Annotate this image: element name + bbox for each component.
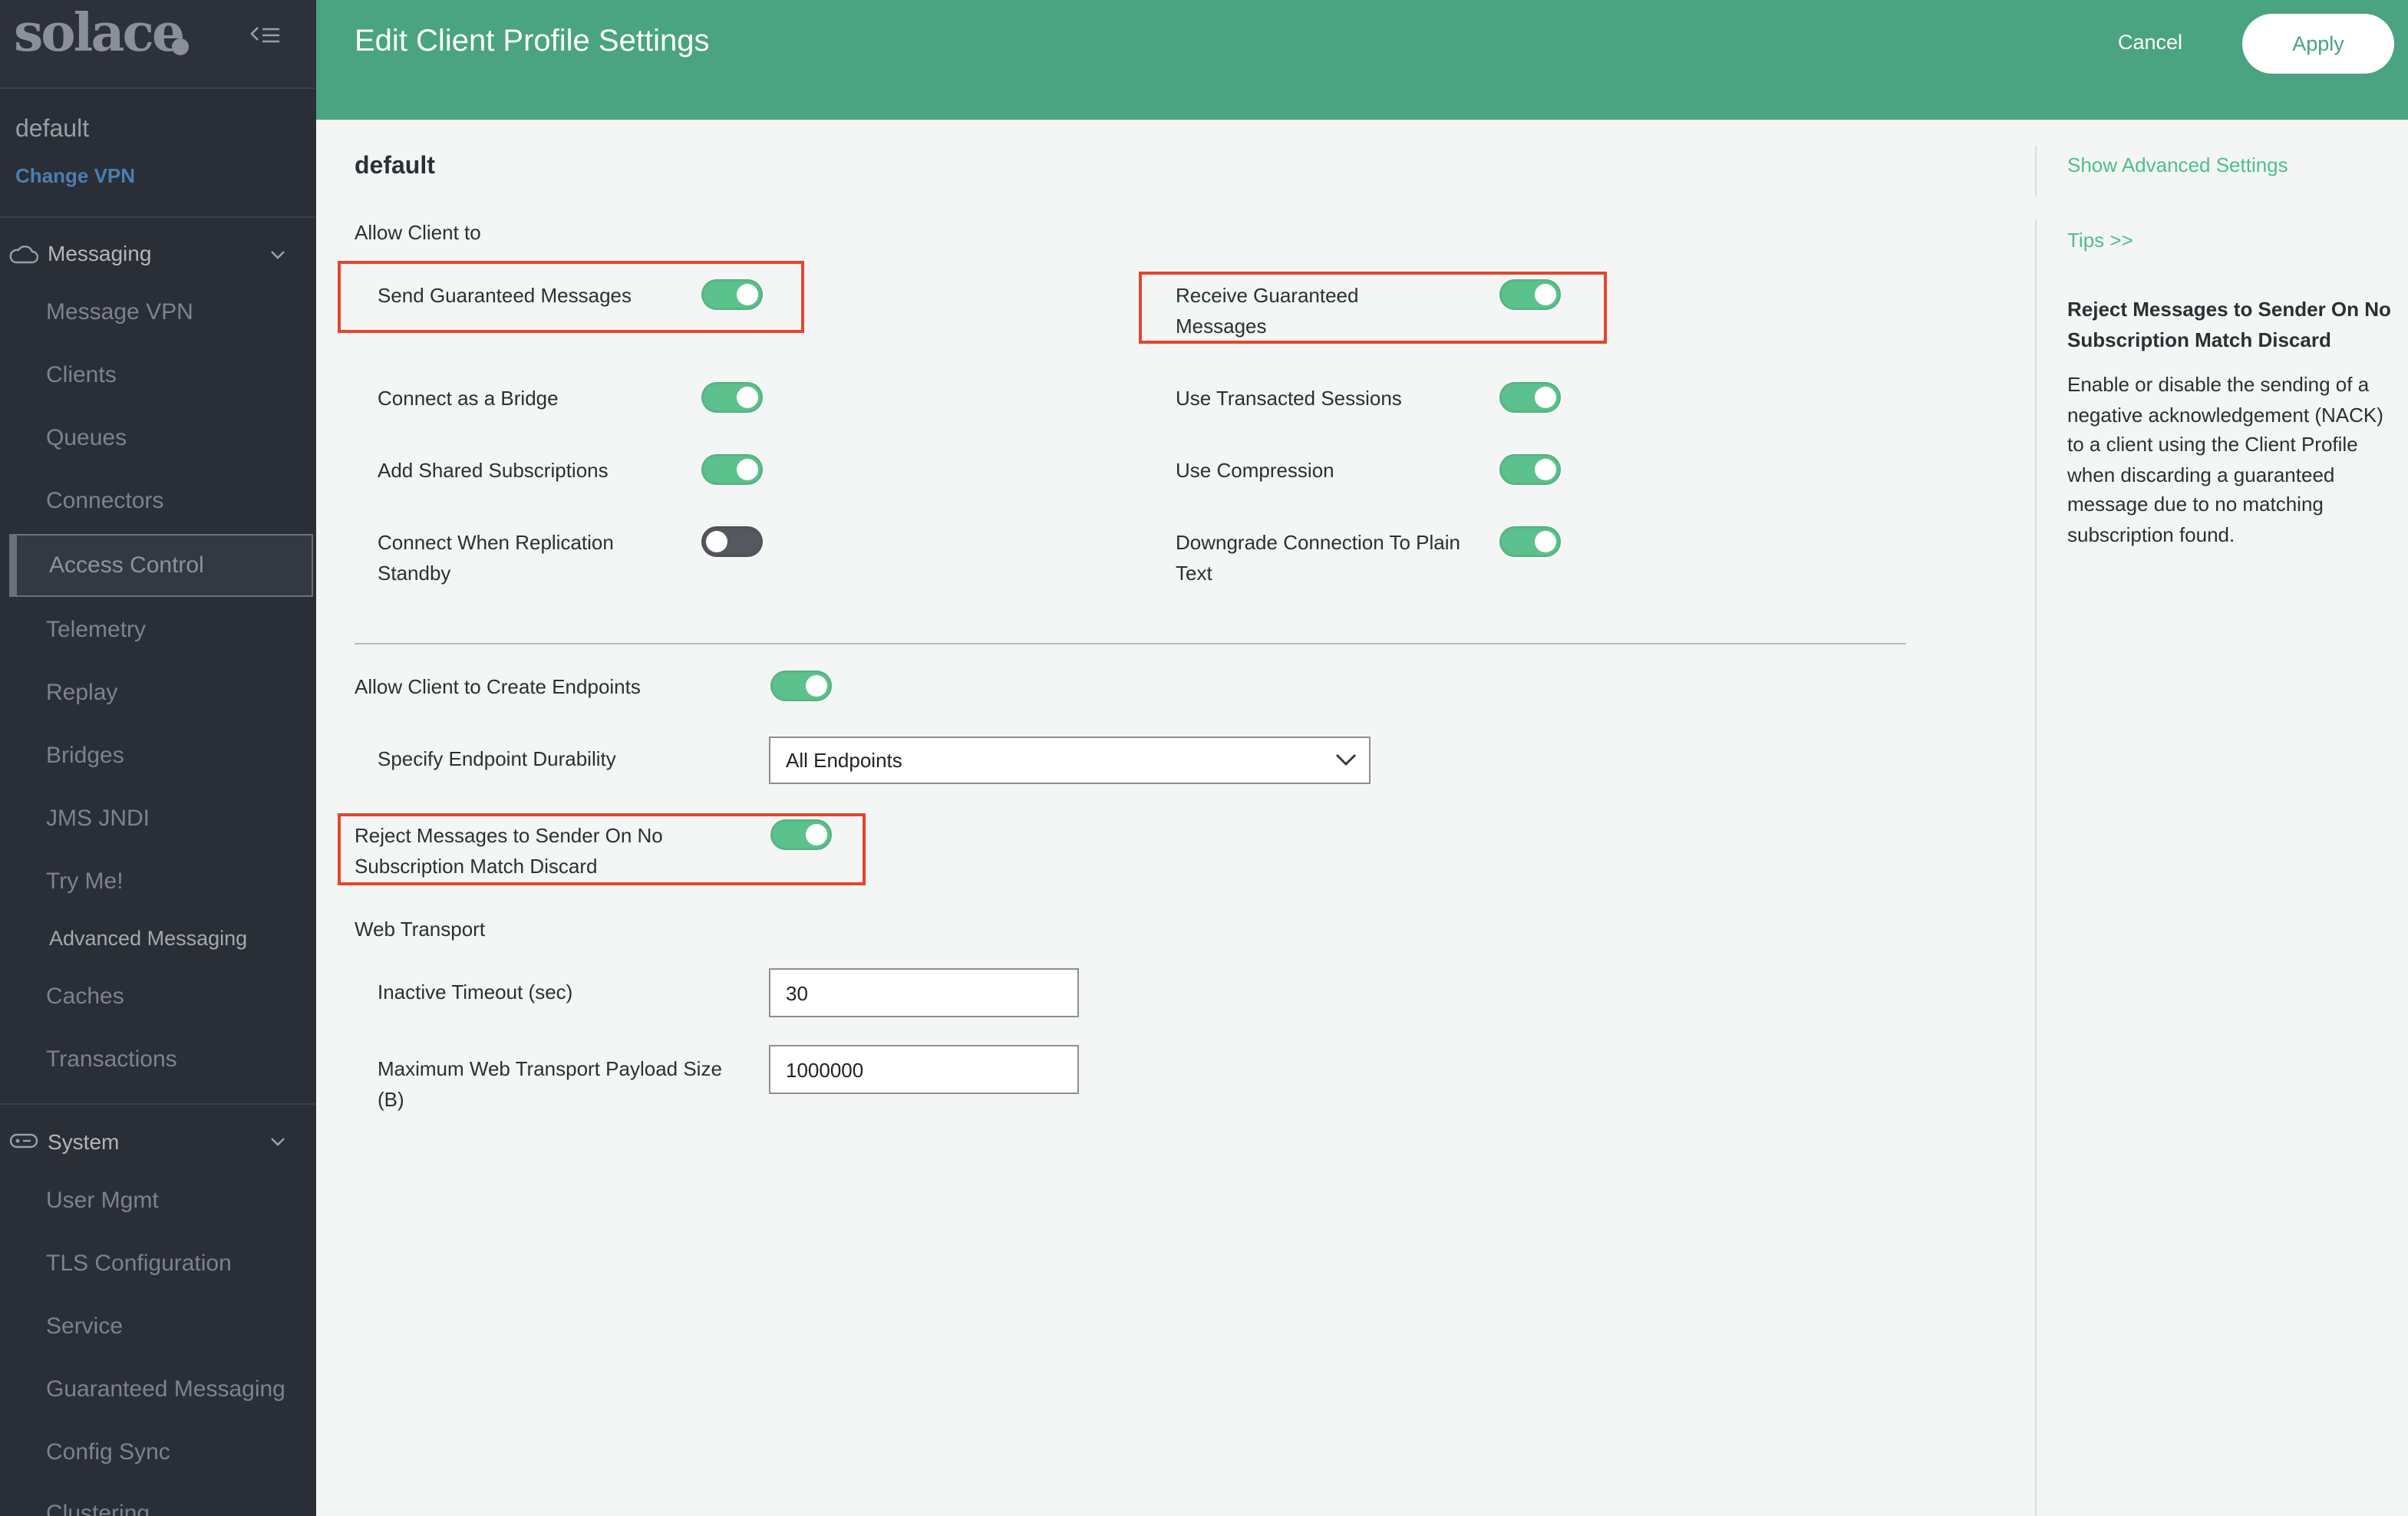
tips-link[interactable]: Tips >> [2067, 229, 2133, 252]
vpn-name: default [15, 117, 90, 143]
send-guaranteed-label: Send Guaranteed Messages [378, 284, 632, 307]
tip-heading: Reject Messages to Sender On No Subscrip… [2067, 298, 2391, 351]
reject-nack-label: Reject Messages to Sender On No Subscrip… [355, 824, 663, 878]
nav-group-label: System [48, 1129, 120, 1154]
tip-body: Enable or disable the sending of a negat… [2067, 373, 2383, 545]
inactive-timeout-input[interactable]: 30 [769, 968, 1079, 1017]
web-transport-heading: Web Transport [355, 918, 486, 941]
sidebar-item-user-mgmt[interactable]: User Mgmt [46, 1188, 159, 1214]
sidebar-item-service[interactable]: Service [46, 1313, 124, 1340]
sidebar-item-clustering[interactable]: Clustering [46, 1501, 150, 1516]
sidebar-item-try-me[interactable]: Try Me! [46, 868, 124, 895]
max-payload-value: 1000000 [786, 1058, 864, 1081]
shared-subscriptions-toggle[interactable] [701, 454, 763, 485]
durability-label: Specify Endpoint Durability [378, 747, 616, 770]
section-divider [355, 643, 1906, 644]
sidebar-item-caches[interactable]: Caches [46, 984, 124, 1010]
panel-divider [2035, 146, 2037, 196]
inactive-timeout-value: 30 [786, 981, 808, 1004]
sidebar: solace default Change VPN Messaging Mess… [0, 0, 316, 1516]
cloud-icon [9, 245, 38, 263]
show-advanced-settings-link[interactable]: Show Advanced Settings [2067, 153, 2288, 176]
chevron-down-icon[interactable] [270, 1137, 285, 1148]
shared-subscriptions-label: Add Shared Subscriptions [378, 459, 609, 482]
sidebar-item-access-control[interactable]: Access Control [49, 552, 204, 578]
divider [0, 1103, 316, 1105]
tip-content: Reject Messages to Sender On No Subscrip… [2067, 295, 2402, 549]
panel-divider [2035, 219, 2037, 1516]
create-endpoints-toggle[interactable] [770, 671, 832, 701]
inactive-timeout-label: Inactive Timeout (sec) [378, 980, 573, 1004]
sidebar-item-advanced-messaging[interactable]: Advanced Messaging [49, 927, 248, 950]
profile-name: default [355, 153, 435, 180]
sidebar-item-jms-jndi[interactable]: JMS JNDI [46, 806, 150, 832]
sidebar-item-config-sync[interactable]: Config Sync [46, 1439, 170, 1465]
sidebar-item-connectors[interactable]: Connectors [46, 488, 164, 514]
highlight-box [1139, 272, 1607, 344]
sidebar-item-queues[interactable]: Queues [46, 425, 127, 451]
active-item-highlight [9, 534, 313, 597]
cancel-button[interactable]: Cancel [2118, 31, 2183, 54]
receive-guaranteed-toggle[interactable] [1499, 279, 1561, 310]
create-endpoints-label: Allow Client to Create Endpoints [355, 675, 641, 698]
nav-group-label: Messaging [48, 241, 152, 265]
chevron-down-icon[interactable] [270, 250, 285, 261]
system-icon [9, 1133, 38, 1149]
downgrade-plaintext-label: Downgrade Connection To Plain Text [1176, 531, 1460, 585]
page-header: Edit Client Profile Settings Cancel Appl… [316, 0, 2408, 120]
transacted-sessions-toggle[interactable] [1499, 382, 1561, 413]
apply-button[interactable]: Apply [2242, 14, 2394, 74]
replication-standby-toggle[interactable] [701, 526, 763, 557]
max-payload-input[interactable]: 1000000 [769, 1045, 1079, 1094]
highlight-box [338, 261, 804, 333]
durability-value: All Endpoints [786, 749, 902, 772]
sidebar-item-clients[interactable]: Clients [46, 362, 117, 388]
divider [0, 216, 316, 218]
allow-client-heading: Allow Client to [355, 221, 481, 244]
logo-dot [172, 38, 189, 55]
receive-guaranteed-label: Receive Guaranteed Messages [1176, 284, 1359, 338]
compression-toggle[interactable] [1499, 454, 1561, 485]
reject-nack-toggle[interactable] [770, 819, 832, 850]
sidebar-item-message-vpn[interactable]: Message VPN [46, 299, 193, 325]
send-guaranteed-toggle[interactable] [701, 279, 763, 310]
sidebar-item-guaranteed-messaging[interactable]: Guaranteed Messaging [46, 1376, 285, 1402]
sidebar-item-telemetry[interactable]: Telemetry [46, 617, 147, 643]
chevron-down-icon [1336, 754, 1356, 766]
connect-bridge-toggle[interactable] [701, 382, 763, 413]
connect-bridge-label: Connect as a Bridge [378, 387, 559, 410]
sidebar-item-tls-configuration[interactable]: TLS Configuration [46, 1251, 232, 1277]
durability-select[interactable]: All Endpoints [769, 737, 1371, 784]
change-vpn-link[interactable]: Change VPN [15, 164, 136, 187]
compression-label: Use Compression [1176, 459, 1334, 482]
collapse-sidebar-icon[interactable] [250, 25, 281, 46]
sidebar-header: solace [0, 0, 316, 89]
highlight-box [338, 813, 866, 885]
replication-standby-label: Connect When Replication Standby [378, 531, 614, 585]
nav-group-messaging[interactable]: Messaging [9, 241, 151, 265]
downgrade-plaintext-toggle[interactable] [1499, 526, 1561, 557]
solace-logo: solace [14, 3, 185, 64]
sidebar-item-replay[interactable]: Replay [46, 680, 118, 706]
transacted-sessions-label: Use Transacted Sessions [1176, 387, 1402, 410]
max-payload-label: Maximum Web Transport Payload Size (B) [378, 1057, 722, 1111]
sidebar-item-transactions[interactable]: Transactions [46, 1046, 177, 1073]
nav-group-system[interactable]: System [9, 1129, 119, 1154]
sidebar-item-bridges[interactable]: Bridges [46, 743, 124, 769]
page-title: Edit Client Profile Settings [355, 25, 710, 58]
